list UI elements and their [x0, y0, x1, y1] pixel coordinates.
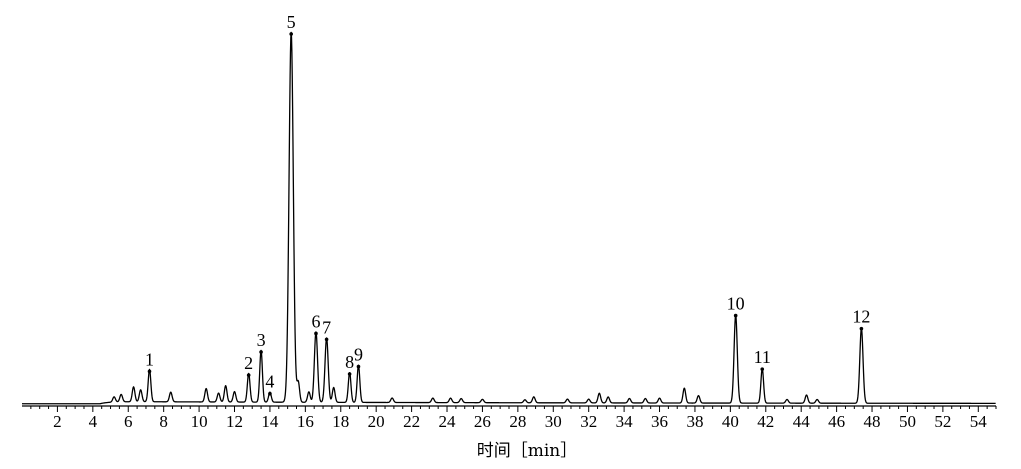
chromatogram-trace [22, 31, 996, 405]
peak-label: 9 [354, 345, 363, 365]
x-tick-label: 36 [651, 412, 668, 431]
x-tick-label: 14 [261, 412, 279, 431]
peak-marker [733, 313, 738, 318]
peak-marker [246, 373, 251, 377]
peak-label: 8 [345, 352, 354, 372]
x-tick-label: 10 [191, 412, 208, 431]
x-tick-label: 54 [970, 412, 988, 431]
x-axis-ticks [30, 406, 997, 412]
x-axis-title: 时间［min］ [477, 441, 578, 461]
x-tick-label: 20 [368, 412, 385, 431]
peak-marker [289, 32, 293, 36]
x-tick-label: 38 [686, 412, 703, 431]
peak-label: 6 [311, 311, 320, 331]
peak-marker [259, 350, 263, 354]
x-tick-label: 26 [474, 412, 491, 431]
peak-label: 3 [257, 330, 266, 350]
x-tick-label: 16 [297, 412, 314, 431]
x-tick-label: 24 [439, 412, 457, 431]
peak-markers [147, 32, 864, 396]
x-tick-label: 18 [332, 412, 349, 431]
x-tick-label: 30 [545, 412, 562, 431]
x-tick-label: 2 [53, 412, 62, 431]
peak-label: 12 [852, 307, 870, 327]
peak-label: 4 [265, 372, 274, 392]
peak-marker [356, 364, 361, 369]
x-tick-label: 12 [226, 412, 243, 431]
peak-label: 1 [145, 349, 154, 369]
x-tick-label: 6 [124, 412, 133, 431]
x-tick-label: 4 [89, 412, 98, 431]
x-tick-label: 40 [722, 412, 739, 431]
x-tick-label: 32 [580, 412, 597, 431]
peak-marker [760, 367, 765, 371]
x-tick-label: 52 [934, 412, 951, 431]
peak-marker [347, 372, 352, 376]
x-tick-label: 22 [403, 412, 420, 431]
peak-label: 5 [287, 12, 296, 32]
peak-label: 7 [322, 317, 331, 337]
x-tick-label: 48 [864, 412, 881, 431]
peak-marker [314, 331, 318, 336]
x-tick-label: 34 [616, 412, 634, 431]
peak-marker [324, 337, 329, 342]
x-tick-label: 44 [793, 412, 811, 431]
peak-label: 10 [727, 294, 745, 314]
x-axis: 2 4 6 8 10 12 14 16 18 20 22 24 26 28 30 32 34 36 38 40 42 44… [22, 405, 997, 431]
x-tick-label: 8 [159, 412, 168, 431]
peak-label: 11 [754, 347, 771, 367]
peak-marker [147, 369, 152, 374]
x-tick-label: 28 [509, 412, 526, 431]
peak-label: 2 [244, 353, 253, 373]
x-tick-label: 46 [828, 412, 845, 431]
peak-marker [859, 326, 864, 331]
x-axis-tick-labels: 2 4 6 8 10 12 14 16 18 20 22 24 26 28 30 32 34 36 38 40 42 44… [53, 412, 987, 431]
x-tick-label: 42 [757, 412, 774, 431]
x-tick-label: 50 [899, 412, 916, 431]
peak-marker [268, 391, 272, 396]
